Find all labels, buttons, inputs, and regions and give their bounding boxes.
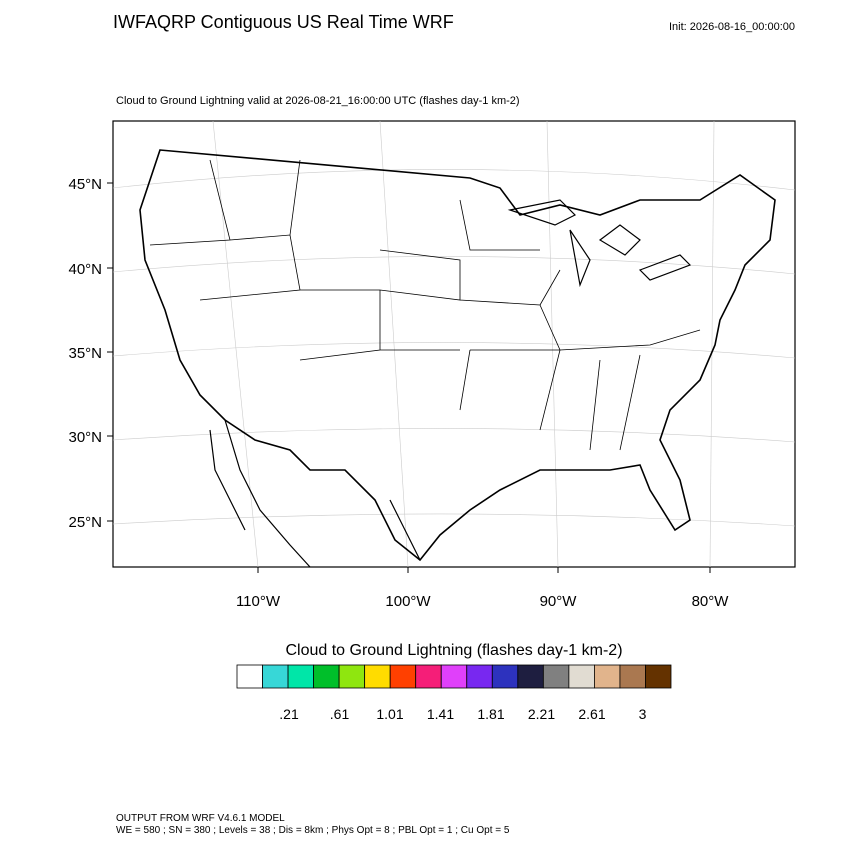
us-outline [139,149,776,562]
footer-line: OUTPUT FROM WRF V4.6.1 MODEL [116,813,285,824]
map-frame [112,120,796,568]
colorbar-swatch [542,664,570,689]
colorbar-swatch [466,664,493,689]
lat-label: 35°N [68,345,102,362]
colorbar-label: .61 [330,706,350,722]
colorbar: .21 .61 1.01 1.41 1.81 2.21 2.61 3 [236,664,672,722]
lat-label: 45°N [68,176,102,193]
colorbar-swatch [517,664,544,689]
map [112,120,796,568]
colorbar-label: 2.21 [528,706,555,722]
colorbar-swatch [594,664,621,689]
colorbar-swatch [645,664,672,689]
colorbar-label: 2.61 [578,706,605,722]
colorbar-swatch [415,664,442,689]
colorbar-label: 3 [639,706,647,722]
lat-label: 30°N [68,429,102,446]
colorbar-swatch [364,664,391,689]
lon-label: 110°W [236,593,281,610]
colorbar-label: 1.41 [427,706,454,722]
colorbar-swatch [338,664,366,689]
lon-label: 80°W [692,593,730,610]
colorbar-swatch [313,664,340,689]
lat-label: 25°N [68,514,102,531]
great-lakes [507,199,692,288]
colorbar-swatch [440,664,468,689]
colorbar-swatch [236,664,263,689]
footer-line: WE = 580 ; SN = 380 ; Levels = 38 ; Dis … [116,825,510,836]
mexico-outline [209,419,421,568]
colorbar-label: .21 [279,706,299,722]
lat-label: 40°N [68,261,102,278]
colorbar-swatch [262,664,289,689]
colorbar-label: 1.81 [477,706,504,722]
init-time: Init: 2026-08-16_00:00:00 [669,21,795,33]
colorbar-title: Cloud to Ground Lightning (flashes day-1… [285,642,622,659]
colorbar-swatch [619,664,646,689]
lon-label: 90°W [540,593,578,610]
colorbar-swatch [287,664,314,689]
title: IWFAQRP Contiguous US Real Time WRF [113,12,454,32]
colorbar-swatch [568,664,595,689]
state-lines [149,159,701,451]
lon-label: 100°W [385,593,431,610]
colorbar-label: 1.01 [376,706,403,722]
colorbar-swatch [491,664,519,689]
subtitle: Cloud to Ground Lightning valid at 2026-… [116,95,520,107]
colorbar-swatch [389,664,417,689]
